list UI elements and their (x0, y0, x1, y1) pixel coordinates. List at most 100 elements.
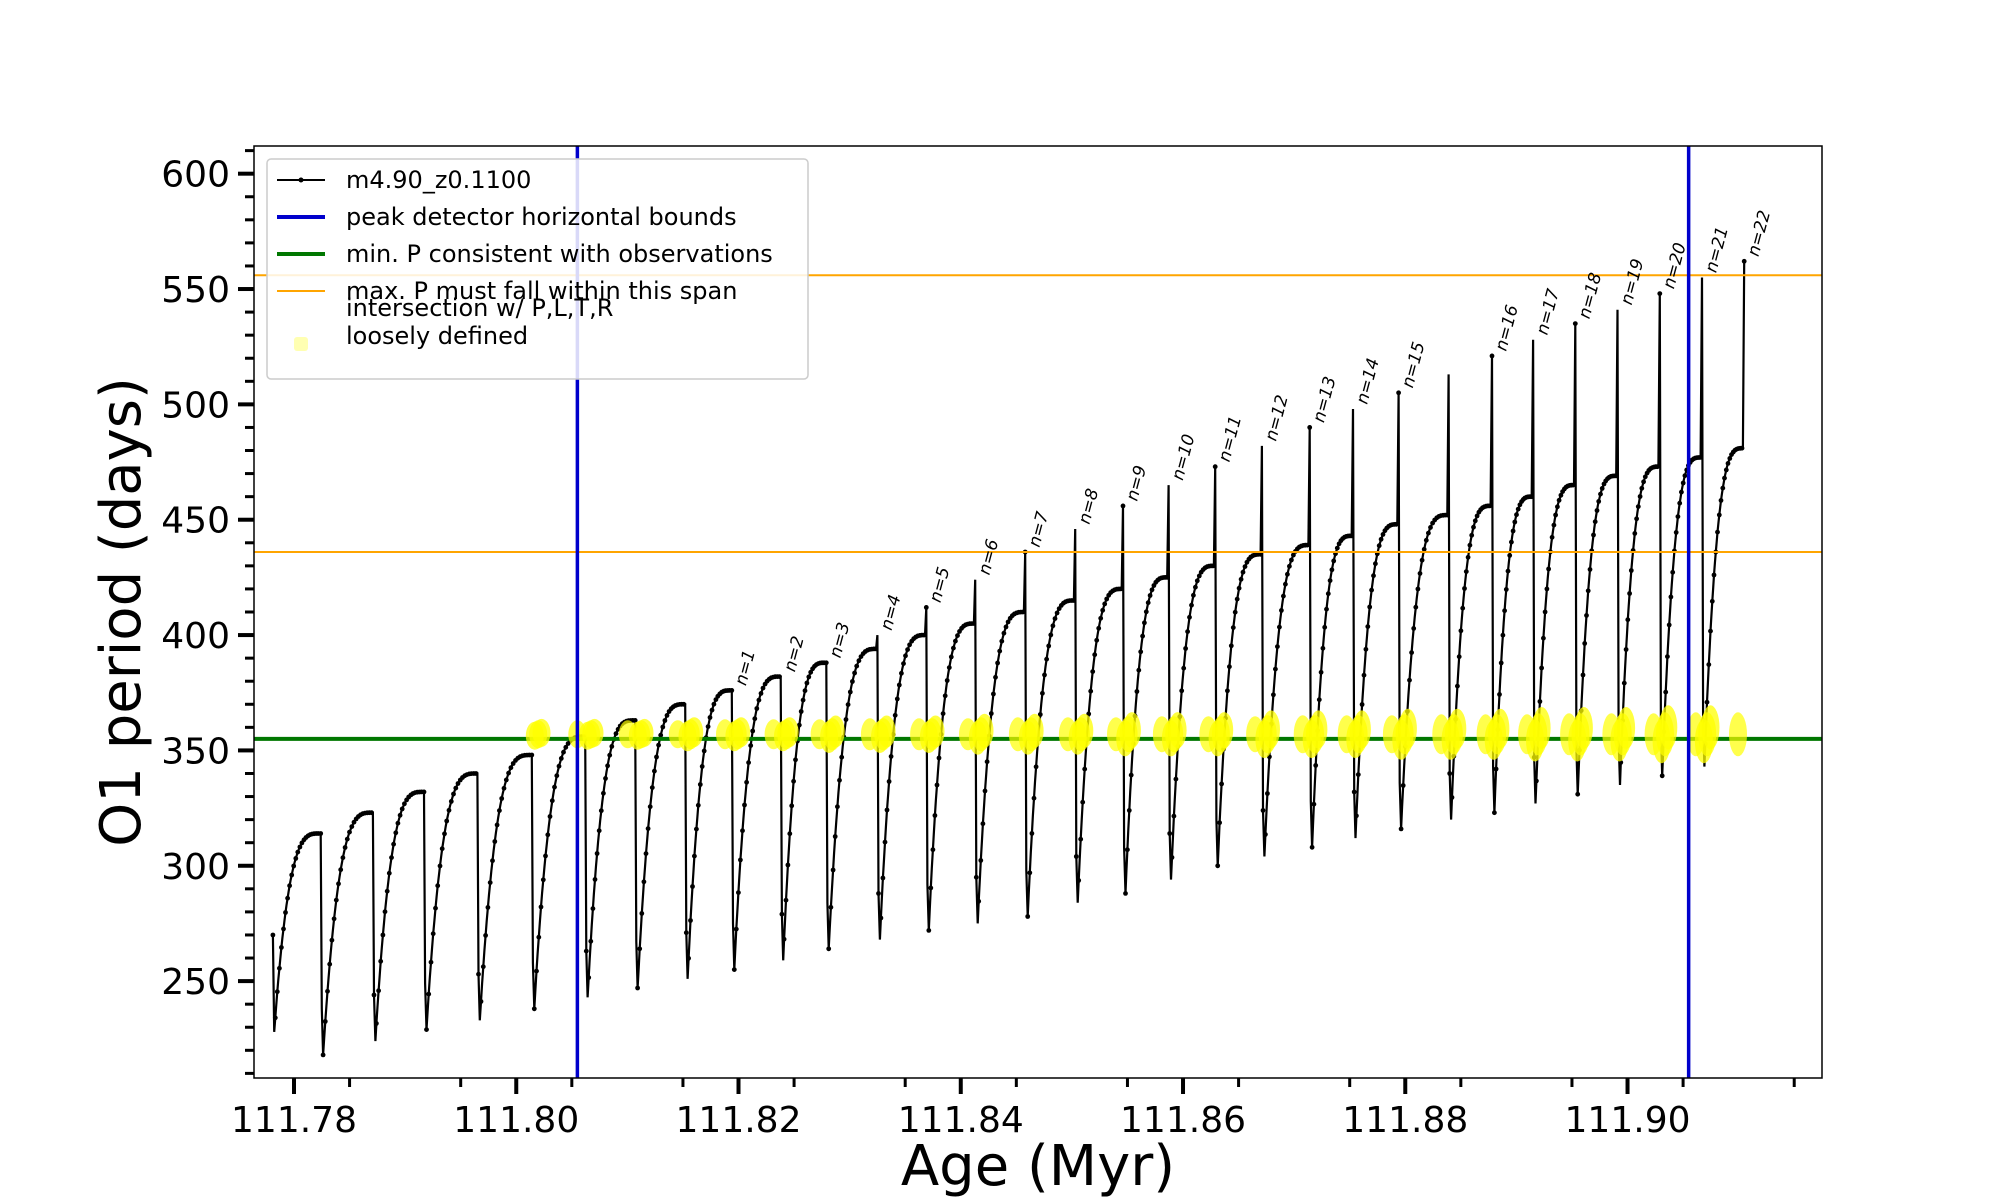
series-point (699, 764, 705, 769)
series-point (852, 670, 857, 676)
y-tick-label: 400 (161, 616, 230, 657)
series-point (683, 930, 689, 936)
series-point (594, 851, 600, 856)
series-point (1509, 539, 1514, 545)
series-point (1230, 625, 1236, 630)
y-axis-title: O1 period (days) (89, 377, 154, 847)
series-point (1092, 652, 1098, 658)
series-point (1258, 551, 1263, 557)
series-point (426, 991, 432, 997)
series-point (1594, 508, 1600, 513)
legend-entry: max. P must fall within this span (277, 277, 737, 305)
y-tick-label: 350 (161, 731, 230, 772)
series-point (1078, 836, 1084, 842)
series-point (442, 831, 447, 837)
series-point (287, 883, 292, 889)
series-point (1396, 390, 1401, 396)
series-point (1413, 604, 1419, 610)
series-point (402, 801, 407, 807)
series-point (430, 931, 436, 937)
series-point (804, 680, 810, 686)
series-point (850, 679, 855, 684)
series-point (494, 822, 500, 828)
series-point (391, 841, 396, 847)
series-point (336, 881, 341, 887)
series-point (791, 778, 796, 784)
series-point (293, 856, 299, 861)
series-point (285, 895, 290, 901)
series-point (694, 826, 699, 832)
series-point (1329, 567, 1335, 573)
series-point (800, 697, 806, 703)
series-point (1514, 512, 1519, 518)
series-point (637, 946, 643, 952)
intersection-marker (635, 718, 654, 747)
series-point (707, 715, 713, 720)
series-point (946, 665, 952, 670)
series-point (603, 776, 608, 781)
series-point (752, 716, 758, 722)
series-point (382, 909, 388, 915)
series-point (1052, 616, 1058, 621)
series-point (905, 647, 910, 652)
series-point (1666, 622, 1672, 628)
series-point (779, 911, 785, 917)
series-point (1727, 456, 1733, 461)
series-point (531, 1006, 537, 1012)
peak-label: n=14 (1353, 356, 1384, 406)
series-point (395, 820, 401, 826)
series-point (1512, 519, 1518, 525)
series-point (880, 875, 886, 881)
series-point (1582, 641, 1588, 646)
series-point (692, 853, 697, 859)
series-point (695, 802, 701, 808)
series-point (932, 813, 938, 818)
series-point (1471, 524, 1476, 530)
series-point (386, 870, 392, 876)
series-point (781, 936, 787, 942)
intersection-marker (1309, 710, 1328, 749)
x-tick-label: 111.80 (453, 1100, 579, 1141)
series-point (446, 807, 452, 813)
series-point (1553, 512, 1558, 518)
series-point (1033, 764, 1039, 770)
series-point (1351, 789, 1357, 795)
series-point (1585, 588, 1591, 594)
peak-label: n=15 (1398, 340, 1429, 390)
series-point (397, 812, 403, 818)
series-point (272, 1015, 278, 1021)
peak-label: n=2 (780, 634, 809, 674)
y-tick-label: 250 (161, 962, 230, 1003)
series-point (888, 754, 894, 759)
series-point (1369, 587, 1374, 593)
series-point (583, 948, 589, 954)
legend-label: intersection w/ P,L,T,R (346, 294, 613, 322)
series-point (473, 771, 479, 776)
peak-label: n=4 (877, 593, 906, 633)
series-point (1544, 586, 1550, 592)
series-point (1668, 594, 1674, 600)
series-point (1529, 494, 1535, 500)
series-point (686, 955, 691, 961)
series-point (1503, 587, 1509, 592)
series-point (731, 967, 737, 972)
intersection-marker (1491, 708, 1510, 749)
series-point (1460, 605, 1466, 611)
series-point (556, 763, 562, 769)
series-point (561, 749, 566, 755)
series-point (1349, 533, 1355, 539)
series-point (886, 779, 892, 784)
series-point (1723, 467, 1729, 473)
series-point (1265, 791, 1270, 796)
series-point (1001, 630, 1007, 636)
series-point (926, 928, 932, 933)
series-point (508, 765, 514, 771)
series-point (1232, 609, 1238, 615)
series-point (1542, 609, 1548, 615)
series-point (492, 839, 498, 844)
series-point (643, 851, 649, 856)
series-point (1510, 528, 1516, 534)
series-point (1444, 512, 1450, 518)
series-point (274, 989, 280, 995)
